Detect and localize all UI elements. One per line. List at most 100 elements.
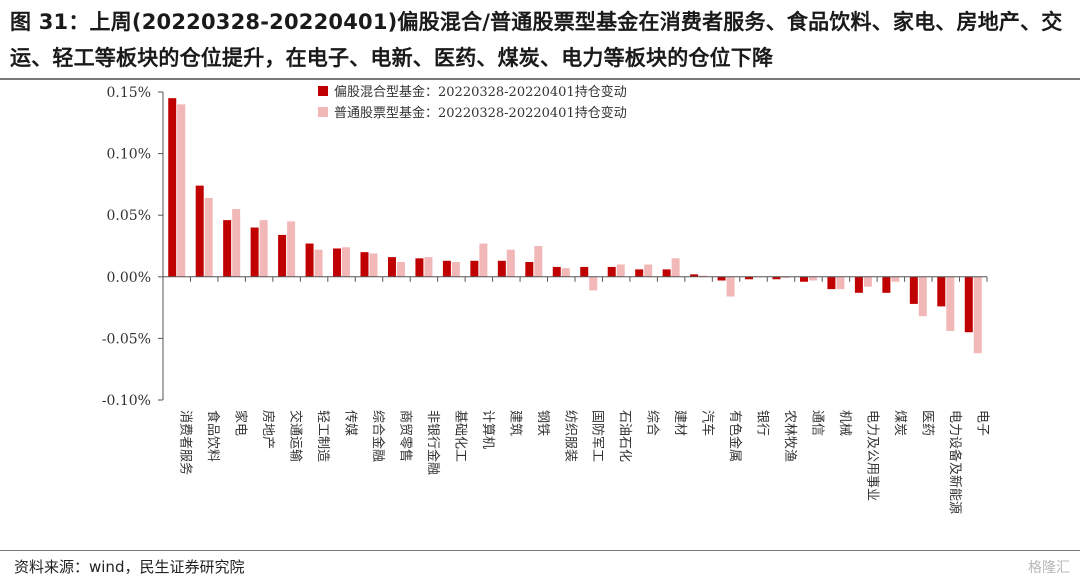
bar-stock-20 — [726, 276, 735, 297]
bar-mixed-22 — [772, 276, 781, 280]
y-tick-label: 0.00% — [107, 270, 151, 286]
x-category-label: 非银行金融 — [425, 410, 441, 475]
bar-stock-12 — [506, 249, 515, 277]
x-category-label: 轻工制造 — [315, 410, 330, 462]
bar-mixed-17 — [635, 269, 644, 277]
legend: 偏股混合型基金：20220328-20220401持仓变动普通股票型基金：202… — [318, 84, 627, 121]
x-category-label: 综合 — [645, 410, 660, 436]
bar-mixed-7 — [360, 252, 369, 277]
bar-mixed-28 — [937, 276, 946, 307]
bar-mixed-15 — [580, 266, 589, 277]
x-category-label: 通信 — [809, 410, 824, 436]
bar-stock-17 — [644, 264, 653, 277]
bar-mixed-19 — [690, 274, 699, 277]
bar-mixed-24 — [827, 276, 836, 290]
x-category-label: 煤炭 — [892, 410, 907, 436]
bar-stock-18 — [671, 258, 680, 277]
bar-mixed-26 — [882, 276, 891, 293]
bar-stock-8 — [396, 262, 405, 277]
bottom-divider — [0, 550, 1080, 551]
bar-mixed-12 — [497, 260, 506, 277]
y-tick-label: 0.10% — [107, 147, 151, 163]
x-category-label: 电力设备及新能源 — [947, 410, 963, 514]
legend-swatch-0 — [318, 86, 328, 96]
legend-label-0: 偏股混合型基金：20220328-20220401持仓变动 — [334, 84, 627, 100]
bar-stock-0 — [177, 104, 186, 277]
x-category-label: 家电 — [233, 410, 249, 436]
x-category-label: 基础化工 — [452, 410, 467, 462]
bar-stock-6 — [342, 247, 351, 277]
x-category-label: 银行 — [755, 410, 770, 436]
bar-mixed-2 — [223, 220, 232, 277]
bar-mixed-5 — [305, 243, 314, 277]
x-category-label: 综合金融 — [370, 410, 386, 462]
bar-mixed-20 — [717, 276, 726, 281]
bar-stock-28 — [946, 276, 955, 332]
bar-chart: 0.15% 0.10% 0.05% 0.00% -0.05% -0.10% 消费者服务 食品… — [102, 84, 989, 514]
legend-swatch-1 — [318, 107, 328, 117]
bar-mixed-4 — [278, 234, 287, 277]
bar-mixed-25 — [854, 276, 863, 293]
source-note: 资料来源：wind，民生证券研究院 — [14, 558, 245, 576]
bar-mixed-27 — [909, 276, 918, 304]
bar-stock-3 — [259, 220, 268, 277]
x-category-label: 电力及公用事业 — [864, 410, 879, 501]
bar-mixed-6 — [333, 248, 342, 277]
bar-mixed-23 — [799, 276, 808, 282]
bar-stock-9 — [424, 257, 433, 277]
chart-title: 图 31：上周(20220328-20220401)偏股混合/普通股票型基金在消… — [10, 10, 1063, 70]
y-tick-label: 0.15% — [107, 85, 151, 101]
bar-stock-4 — [287, 221, 296, 277]
bar-stock-16 — [616, 264, 625, 277]
x-category-label: 医药 — [919, 410, 934, 436]
bar-mixed-13 — [525, 262, 534, 277]
x-category-label: 农林牧渔 — [782, 410, 797, 462]
bar-stock-23 — [808, 276, 817, 281]
x-category-label: 计算机 — [480, 410, 495, 449]
x-category-label: 钢铁 — [535, 410, 550, 436]
x-category-label: 纺织服装 — [562, 410, 577, 462]
x-category-label: 汽车 — [700, 410, 716, 436]
x-axis: 消费者服务 食品饮料 家电 房地产 交通运输 轻工制造 传媒 综合金融 商贸零售 非银行金融 基础化… — [162, 276, 989, 514]
top-divider — [0, 78, 1080, 80]
watermark: 格隆汇 — [1028, 560, 1070, 576]
y-tick-label: 0.05% — [107, 208, 151, 224]
bar-mixed-0 — [168, 98, 177, 277]
bar-stock-14 — [561, 268, 570, 277]
bar-stock-1 — [204, 197, 213, 277]
x-category-label: 建材 — [672, 410, 687, 436]
x-category-label: 交通运输 — [288, 410, 304, 462]
bar-mixed-14 — [552, 266, 561, 277]
bar-mixed-11 — [470, 260, 479, 277]
bar-stock-24 — [836, 276, 845, 290]
x-category-label: 传媒 — [343, 410, 358, 436]
x-category-label: 商贸零售 — [397, 410, 413, 462]
bar-stock-2 — [232, 209, 241, 277]
bar-stock-13 — [534, 246, 543, 277]
x-category-label: 房地产 — [260, 410, 276, 449]
bar-stock-27 — [918, 276, 927, 317]
bar-mixed-8 — [387, 257, 396, 277]
y-tick-label: -0.05% — [102, 331, 151, 347]
y-axis: 0.15% 0.10% 0.05% 0.00% -0.05% -0.10% — [102, 85, 164, 409]
x-category-label: 食品饮料 — [205, 410, 221, 462]
bar-mixed-29 — [964, 276, 973, 333]
bar-mixed-16 — [607, 266, 616, 277]
bar-stock-26 — [891, 276, 900, 282]
bar-mixed-10 — [442, 260, 451, 277]
x-category-label: 建筑 — [507, 410, 523, 436]
bar-stock-25 — [863, 276, 872, 287]
x-category-label: 国防军工 — [590, 410, 606, 462]
x-category-label: 电子 — [974, 410, 989, 436]
bar-stock-5 — [314, 249, 323, 277]
bar-stock-10 — [451, 262, 460, 277]
bars — [168, 98, 982, 354]
x-category-label: 有色金属 — [727, 410, 743, 462]
bar-mixed-18 — [662, 269, 671, 277]
legend-label-1: 普通股票型基金：20220328-20220401持仓变动 — [334, 105, 627, 121]
bar-mixed-3 — [250, 227, 259, 277]
bar-stock-22 — [781, 276, 790, 279]
bar-mixed-9 — [415, 258, 424, 277]
bar-stock-15 — [589, 276, 598, 291]
bar-stock-29 — [973, 276, 982, 354]
